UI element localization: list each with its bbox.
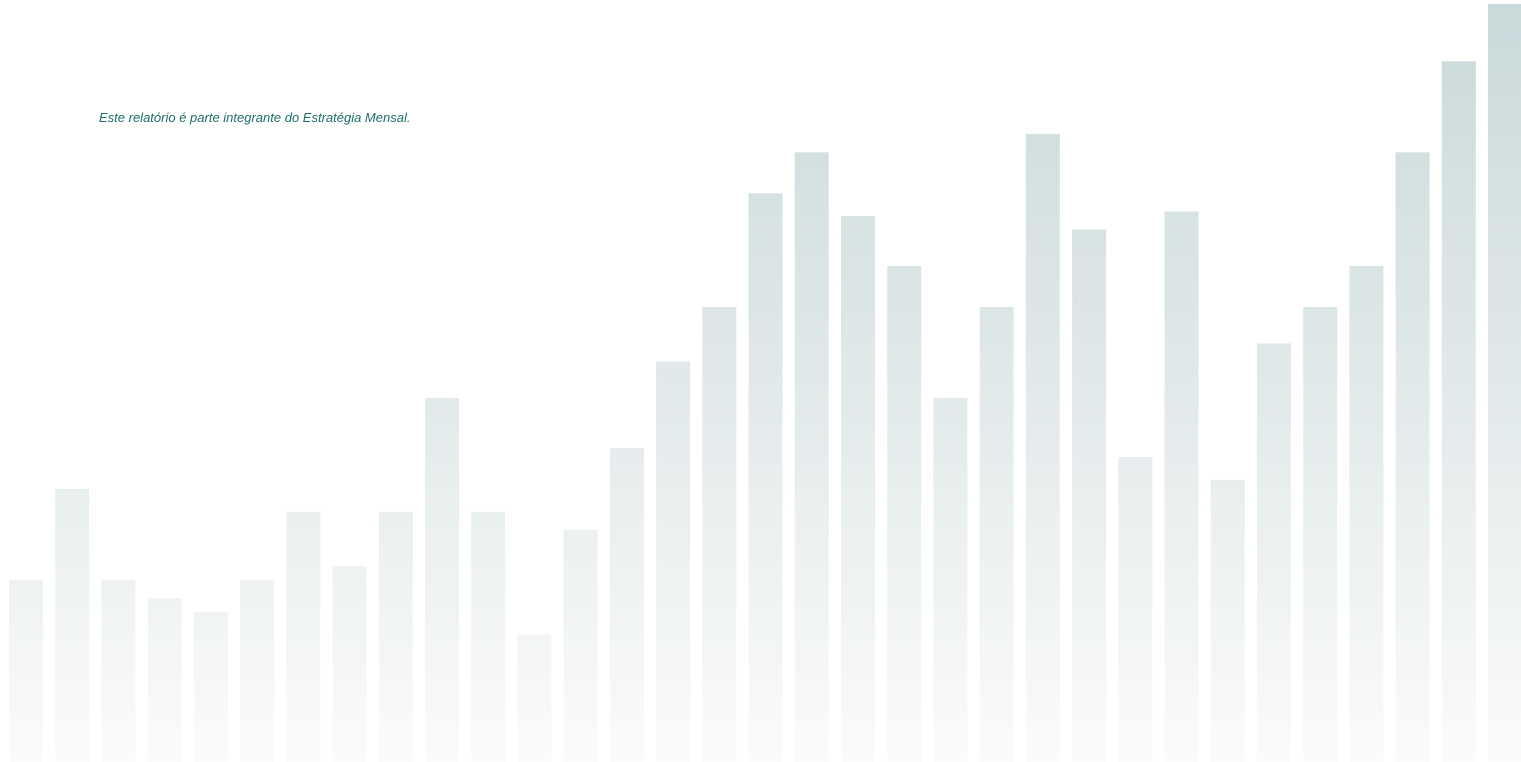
decorative-bar	[240, 580, 275, 762]
decorative-bar	[1256, 343, 1291, 762]
decorative-bar	[1025, 134, 1060, 762]
report-disclaimer-note: Este relatório é parte integrante do Est…	[99, 110, 411, 125]
decorative-bar	[1488, 4, 1521, 762]
decorative-bar	[933, 398, 968, 762]
decorative-bar	[1441, 61, 1476, 762]
decorative-bar	[887, 266, 922, 762]
decorative-bar	[1395, 152, 1430, 762]
decorative-bar	[471, 511, 506, 762]
decorative-bar	[841, 216, 875, 762]
decorative-bar	[332, 566, 367, 762]
decorative-bar	[1072, 229, 1107, 762]
decorative-bar	[1349, 266, 1384, 762]
decorative-bar	[609, 448, 644, 762]
decorative-bar	[748, 193, 783, 762]
decorative-bar	[1118, 457, 1153, 762]
decorative-bar	[979, 307, 1014, 762]
decorative-bar	[55, 489, 90, 762]
decorative-bar	[563, 530, 598, 762]
decorative-bar	[101, 580, 136, 762]
decorative-bar	[193, 611, 228, 762]
decorative-bar	[1303, 307, 1338, 762]
decorative-bar	[9, 580, 43, 762]
decorative-bar	[517, 634, 552, 762]
decorative-bar	[1210, 479, 1245, 762]
decorative-bar	[656, 361, 691, 762]
decorative-bar	[286, 511, 321, 762]
bars-group	[9, 4, 1521, 762]
decorative-bar	[794, 152, 829, 762]
decorative-bar	[378, 511, 413, 762]
decorative-bar	[702, 307, 737, 762]
decorative-bar	[1164, 211, 1199, 762]
decorative-bar	[147, 598, 182, 762]
decorative-bar	[425, 398, 459, 762]
